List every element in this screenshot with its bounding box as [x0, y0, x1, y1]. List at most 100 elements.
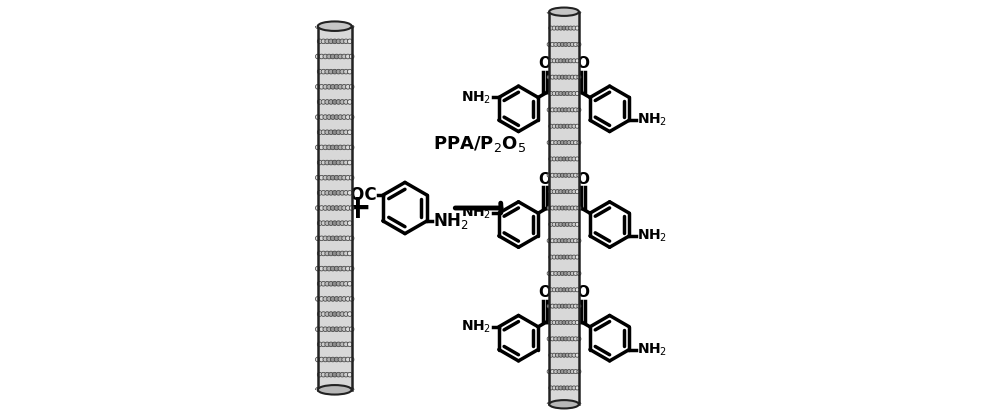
Circle shape	[565, 353, 569, 357]
Circle shape	[557, 337, 561, 341]
Circle shape	[570, 402, 574, 406]
Circle shape	[347, 99, 352, 104]
Circle shape	[347, 281, 352, 286]
Circle shape	[562, 190, 566, 194]
Circle shape	[323, 357, 328, 362]
Circle shape	[570, 304, 574, 308]
Circle shape	[315, 54, 320, 59]
Circle shape	[555, 59, 559, 63]
Circle shape	[334, 236, 339, 240]
Circle shape	[315, 357, 320, 362]
Circle shape	[552, 255, 556, 259]
Circle shape	[346, 297, 350, 301]
Circle shape	[342, 297, 346, 301]
Circle shape	[321, 281, 326, 286]
Circle shape	[560, 141, 564, 145]
Circle shape	[321, 372, 326, 377]
Bar	[549, 12, 579, 404]
Circle shape	[329, 342, 333, 347]
Circle shape	[562, 157, 566, 161]
Circle shape	[560, 173, 564, 177]
Circle shape	[575, 157, 579, 161]
Circle shape	[330, 357, 335, 362]
Circle shape	[334, 145, 339, 150]
Circle shape	[564, 42, 568, 47]
Circle shape	[317, 69, 322, 74]
Circle shape	[334, 115, 339, 119]
Text: O: O	[577, 56, 590, 71]
Text: O: O	[577, 285, 590, 300]
Circle shape	[315, 115, 320, 119]
Circle shape	[552, 222, 556, 226]
Circle shape	[325, 39, 330, 44]
Circle shape	[344, 39, 348, 44]
Circle shape	[574, 173, 578, 177]
Circle shape	[577, 141, 581, 145]
Circle shape	[560, 402, 564, 406]
Circle shape	[559, 288, 563, 292]
Circle shape	[559, 353, 563, 357]
Circle shape	[336, 221, 341, 225]
Circle shape	[334, 206, 339, 210]
Circle shape	[342, 266, 346, 271]
Circle shape	[325, 251, 330, 256]
Circle shape	[550, 42, 555, 47]
Circle shape	[329, 69, 333, 74]
Circle shape	[549, 26, 553, 30]
Circle shape	[555, 157, 559, 161]
Circle shape	[562, 353, 566, 357]
Circle shape	[559, 255, 563, 259]
Bar	[549, 12, 579, 404]
Circle shape	[560, 42, 564, 47]
Circle shape	[340, 39, 345, 44]
Circle shape	[577, 108, 581, 112]
Circle shape	[572, 222, 576, 226]
Circle shape	[349, 387, 354, 392]
Circle shape	[549, 157, 553, 161]
Circle shape	[565, 288, 569, 292]
Circle shape	[325, 312, 330, 317]
Circle shape	[334, 357, 339, 362]
Circle shape	[554, 239, 558, 243]
Circle shape	[549, 320, 553, 324]
Circle shape	[336, 69, 341, 74]
Circle shape	[334, 297, 339, 301]
Text: NH$_2$: NH$_2$	[433, 211, 469, 231]
Circle shape	[557, 304, 561, 308]
Circle shape	[569, 353, 573, 357]
Circle shape	[347, 130, 352, 135]
Circle shape	[347, 372, 352, 377]
Circle shape	[342, 176, 346, 180]
Circle shape	[336, 191, 341, 195]
Circle shape	[332, 39, 337, 44]
Circle shape	[550, 10, 555, 14]
Circle shape	[340, 160, 345, 165]
Circle shape	[346, 54, 350, 59]
Circle shape	[332, 69, 337, 74]
Circle shape	[346, 115, 350, 119]
Circle shape	[557, 141, 561, 145]
Circle shape	[570, 10, 574, 14]
Circle shape	[349, 357, 354, 362]
Circle shape	[346, 145, 350, 150]
Circle shape	[577, 75, 581, 79]
Circle shape	[321, 69, 326, 74]
Circle shape	[577, 304, 581, 308]
Circle shape	[349, 115, 354, 119]
Circle shape	[329, 372, 333, 377]
Circle shape	[569, 92, 573, 96]
Circle shape	[549, 124, 553, 128]
Circle shape	[327, 357, 331, 362]
Circle shape	[346, 327, 350, 332]
Circle shape	[547, 206, 551, 210]
Circle shape	[549, 190, 553, 194]
Circle shape	[569, 26, 573, 30]
Circle shape	[332, 221, 337, 225]
Circle shape	[550, 239, 555, 243]
Circle shape	[555, 124, 559, 128]
Circle shape	[550, 75, 555, 79]
Circle shape	[327, 327, 331, 332]
Text: O: O	[539, 56, 552, 71]
Circle shape	[547, 42, 551, 47]
Circle shape	[330, 387, 335, 392]
